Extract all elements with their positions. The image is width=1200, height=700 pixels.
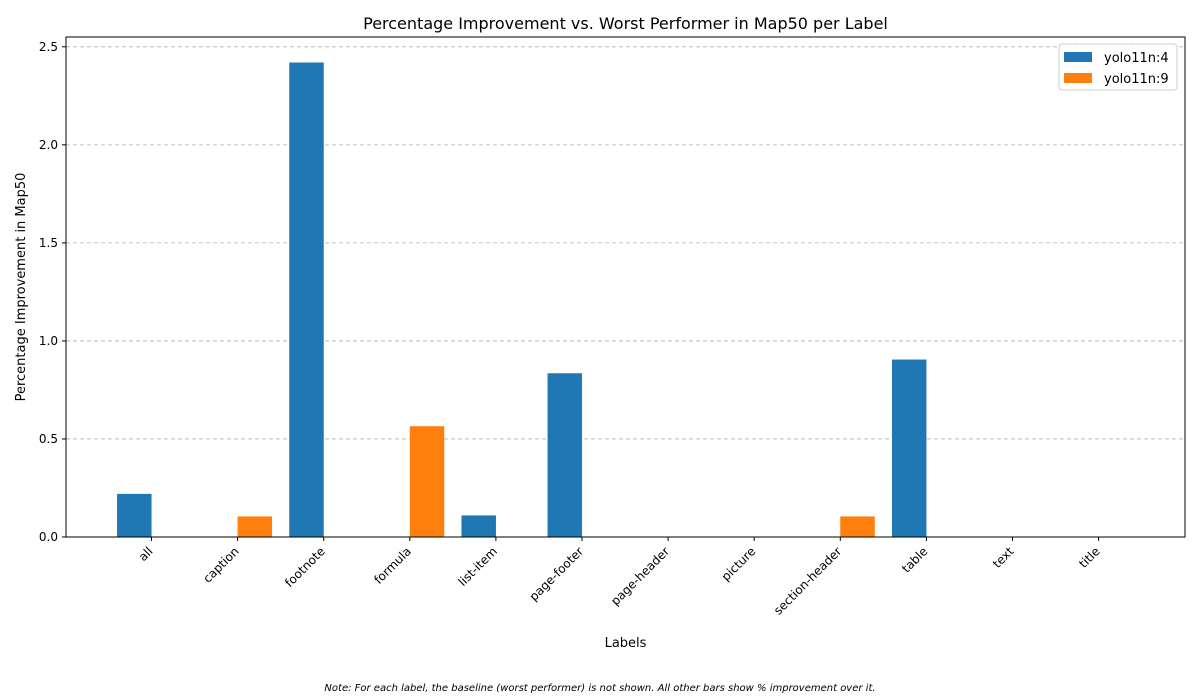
legend-label: yolo11n:4: [1104, 51, 1169, 66]
x-tick-label: text: [990, 544, 1017, 571]
x-tick-label: caption: [200, 544, 241, 585]
x-tick-label: picture: [719, 544, 759, 584]
bar-formula-series-2: [409, 426, 445, 537]
grid-lines: [66, 46, 1185, 538]
bar-all-series-1: [117, 493, 152, 537]
bar-list-item-series-1: [461, 515, 496, 537]
plot-frame: [65, 36, 1186, 538]
bar-caption-series-2: [237, 516, 273, 537]
x-tick-label: all: [136, 544, 156, 564]
legend-swatch: [1064, 52, 1092, 62]
footnote: Note: For each label, the baseline (wors…: [324, 683, 876, 694]
legend-label: yolo11n:9: [1104, 72, 1169, 87]
bar-footnote-series-1: [289, 62, 324, 537]
x-tick-label: page-header: [608, 544, 672, 608]
y-axis-label: Percentage Improvement in Map50: [14, 173, 29, 402]
bar-table-series-1: [891, 359, 927, 537]
x-axis: all caption footnote formula list-item page-f…: [136, 537, 1103, 618]
y-axis: 0.0 0.5 1.0 1.5 2.0 2.5: [39, 40, 66, 544]
y-tick-label: 2.0: [39, 138, 58, 152]
chart-title: Percentage Improvement vs. Worst Perform…: [363, 14, 888, 33]
x-axis-label: Labels: [605, 636, 647, 651]
y-tick-label: 1.0: [39, 334, 58, 348]
legend-swatch: [1064, 73, 1092, 83]
bar-page-footer-series-1: [547, 373, 583, 537]
legend: yolo11n:4 yolo11n:9: [1058, 43, 1178, 91]
x-tick-label: page-footer: [527, 544, 587, 604]
x-tick-label: footnote: [282, 544, 328, 590]
x-tick-label: title: [1076, 544, 1102, 570]
y-tick-label: 0.5: [39, 432, 58, 446]
x-tick-label: formula: [371, 544, 414, 587]
bar-section-header-series-2: [840, 516, 875, 537]
y-tick-label: 0.0: [39, 530, 58, 544]
bars: [117, 62, 927, 537]
x-tick-label: list-item: [455, 544, 500, 589]
x-tick-label: table: [899, 544, 930, 575]
x-tick-label: section-header: [771, 544, 844, 617]
y-tick-label: 2.5: [39, 40, 58, 54]
y-tick-label: 1.5: [39, 236, 58, 250]
